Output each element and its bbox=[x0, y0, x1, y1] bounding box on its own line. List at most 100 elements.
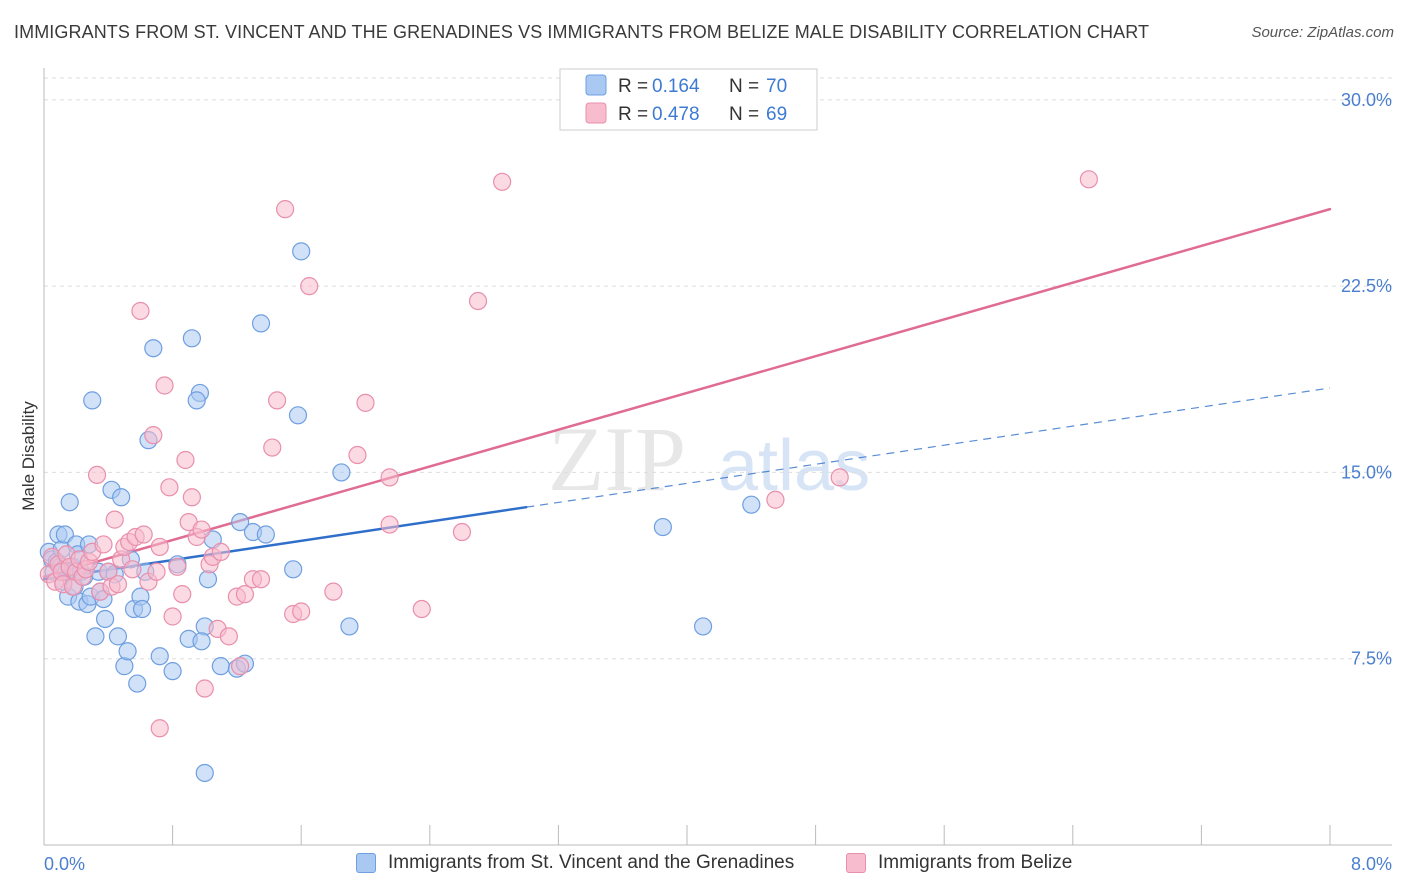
data-point-pink-28 bbox=[134, 525, 153, 544]
data-point-blue-69 bbox=[192, 632, 211, 651]
data-point-pink-32 bbox=[150, 537, 169, 557]
data-point-blue-62 bbox=[332, 463, 351, 482]
data-point-pink-25 bbox=[123, 560, 142, 579]
data-point-pink-64 bbox=[412, 599, 431, 619]
data-point-pink-47 bbox=[211, 542, 230, 562]
watermark-zip: ZIP bbox=[548, 408, 686, 510]
data-point-pink-43 bbox=[195, 679, 214, 698]
data-point-pink-65 bbox=[452, 522, 472, 542]
bottom-legend-label-pink: Immigrants from Belize bbox=[878, 852, 1073, 873]
data-point-pink-62 bbox=[356, 393, 375, 412]
x-tick-label-left: 0.0% bbox=[44, 854, 85, 874]
data-point-pink-33 bbox=[155, 376, 174, 395]
data-point-blue-33 bbox=[115, 657, 134, 676]
data-point-pink-31 bbox=[147, 562, 166, 581]
bottom-legend-item-blue: Immigrants from St. Vincent and the Gren… bbox=[356, 852, 794, 874]
data-point-blue-22 bbox=[83, 391, 102, 410]
data-point-pink-61 bbox=[348, 445, 367, 465]
data-point-pink-21 bbox=[108, 575, 128, 594]
data-point-blue-44 bbox=[163, 662, 182, 681]
y-tick-label-3: 30.0% bbox=[1341, 90, 1392, 110]
x-tick-label-right: 8.0% bbox=[1351, 854, 1392, 874]
trend-line-blue-extrapolated bbox=[526, 387, 1331, 508]
data-point-pink-58 bbox=[292, 602, 311, 621]
data-point-pink-36 bbox=[168, 557, 187, 576]
data-point-blue-64 bbox=[653, 517, 672, 537]
data-point-blue-52 bbox=[211, 657, 230, 676]
y-tick-label-2: 22.5% bbox=[1341, 276, 1392, 296]
data-point-pink-30 bbox=[144, 426, 163, 445]
data-point-pink-72 bbox=[380, 515, 399, 534]
data-point-blue-61 bbox=[292, 242, 311, 261]
data-point-pink-59 bbox=[300, 277, 319, 296]
data-point-blue-34 bbox=[118, 642, 137, 661]
watermark-atlas: atlas bbox=[718, 426, 870, 506]
data-point-pink-55 bbox=[267, 391, 287, 410]
legend-n-value-blue: 70 bbox=[766, 76, 787, 97]
data-point-pink-71 bbox=[150, 719, 169, 738]
legend: R = 0.164 N = 70 R = 0.478 N = 69 bbox=[559, 68, 818, 131]
tick-labels: 7.5% 15.0% 22.5% 30.0% 0.0% 8.0% bbox=[44, 90, 1392, 874]
data-point-blue-37 bbox=[128, 674, 147, 693]
watermark: ZIP atlas bbox=[548, 408, 870, 510]
data-point-blue-59 bbox=[284, 560, 303, 579]
y-tick-label-1: 15.0% bbox=[1341, 462, 1392, 482]
y-axis-label: Male Disability bbox=[19, 401, 38, 511]
legend-r-label: R = bbox=[618, 104, 648, 125]
legend-n-label: N = bbox=[729, 104, 759, 125]
data-point-blue-32 bbox=[112, 488, 131, 507]
legend-swatch-blue bbox=[585, 74, 607, 96]
data-point-blue-60 bbox=[288, 406, 308, 425]
data-point-blue-66 bbox=[742, 495, 761, 514]
legend-swatch-pink bbox=[585, 102, 607, 124]
bottom-legend-swatch-blue bbox=[356, 853, 376, 873]
gridlines bbox=[44, 77, 1392, 660]
data-point-blue-11 bbox=[60, 493, 79, 512]
data-point-blue-31 bbox=[108, 627, 128, 646]
data-point-pink-35 bbox=[163, 607, 182, 626]
data-point-blue-42 bbox=[144, 339, 163, 358]
chart-title: IMMIGRANTS FROM ST. VINCENT AND THE GREN… bbox=[14, 22, 1150, 42]
data-point-pink-68 bbox=[766, 490, 785, 509]
bottom-legend-swatch-pink bbox=[846, 853, 866, 873]
data-point-pink-42 bbox=[192, 520, 211, 539]
bottom-legend-item-pink: Immigrants from Belize bbox=[846, 852, 1072, 874]
data-point-pink-56 bbox=[276, 200, 295, 219]
data-point-pink-70 bbox=[1079, 170, 1098, 189]
data-point-pink-38 bbox=[176, 450, 195, 470]
data-point-pink-37 bbox=[173, 585, 192, 604]
data-point-pink-63 bbox=[380, 468, 399, 487]
data-point-pink-50 bbox=[231, 657, 250, 676]
data-point-blue-23 bbox=[86, 627, 105, 646]
data-point-pink-20 bbox=[105, 510, 124, 529]
data-point-pink-15 bbox=[87, 465, 107, 485]
data-point-pink-53 bbox=[251, 570, 271, 589]
data-point-blue-58 bbox=[256, 525, 275, 544]
data-point-blue-54 bbox=[231, 512, 250, 532]
data-point-pink-51 bbox=[235, 585, 255, 604]
bottom-legend-label-blue: Immigrants from St. Vincent and the Gren… bbox=[388, 852, 795, 873]
data-point-pink-48 bbox=[219, 627, 238, 646]
data-point-pink-27 bbox=[131, 301, 150, 321]
data-point-blue-39 bbox=[132, 599, 152, 619]
source-credit: Source: ZipAtlas.com bbox=[1251, 24, 1394, 41]
data-point-blue-68 bbox=[187, 391, 206, 410]
data-point-pink-54 bbox=[263, 438, 282, 457]
data-point-blue-65 bbox=[693, 617, 713, 636]
legend-r-value-pink: 0.478 bbox=[652, 104, 700, 125]
trend-line-pink bbox=[42, 207, 1332, 578]
data-points bbox=[39, 170, 1098, 783]
data-point-pink-17 bbox=[94, 535, 113, 554]
y-tick-label-0: 7.5% bbox=[1351, 649, 1392, 669]
data-point-blue-63 bbox=[340, 617, 359, 636]
data-point-blue-49 bbox=[195, 763, 214, 783]
data-point-pink-60 bbox=[324, 582, 343, 601]
data-point-pink-34 bbox=[160, 478, 179, 497]
data-point-blue-43 bbox=[150, 647, 169, 666]
legend-n-label: N = bbox=[729, 76, 759, 97]
data-point-blue-27 bbox=[95, 609, 115, 629]
axes bbox=[43, 68, 1392, 846]
data-point-pink-40 bbox=[182, 488, 201, 507]
data-point-pink-67 bbox=[493, 172, 512, 191]
